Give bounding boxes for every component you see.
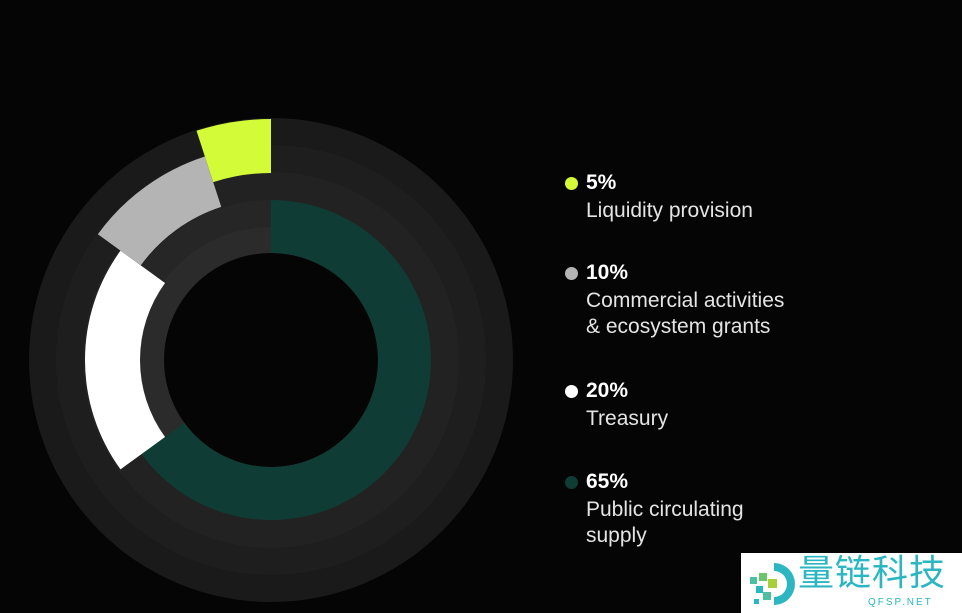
watermark-logo-icon <box>750 563 795 605</box>
watermark-subtitle: QFSP.NET <box>868 597 933 608</box>
donut-segment-5pct <box>196 119 271 183</box>
background-ring <box>164 253 378 467</box>
legend-label: Liquidity provision <box>586 199 753 222</box>
donut-segment-20pct <box>85 250 166 470</box>
legend-dot <box>565 385 578 398</box>
donut-chart <box>29 118 513 602</box>
watermark: 量链科技 QFSP.NET <box>741 553 962 613</box>
legend-value: 5% <box>586 171 617 194</box>
watermark-title: 量链科技 <box>798 553 947 594</box>
legend-value: 20% <box>586 379 629 402</box>
donut-segment-65pct <box>141 200 431 520</box>
legend-label: Treasury <box>586 407 669 430</box>
legend-dot <box>565 267 578 280</box>
legend-label: Public circulating supply <box>586 498 744 547</box>
legend-dot <box>565 476 578 489</box>
legend-dot <box>565 177 578 190</box>
donut-segment-10pct <box>97 156 222 266</box>
legend-label: Commercial activities & ecosystem grants <box>586 289 785 338</box>
legend-value: 65% <box>586 470 629 493</box>
legend-value: 10% <box>586 261 629 284</box>
